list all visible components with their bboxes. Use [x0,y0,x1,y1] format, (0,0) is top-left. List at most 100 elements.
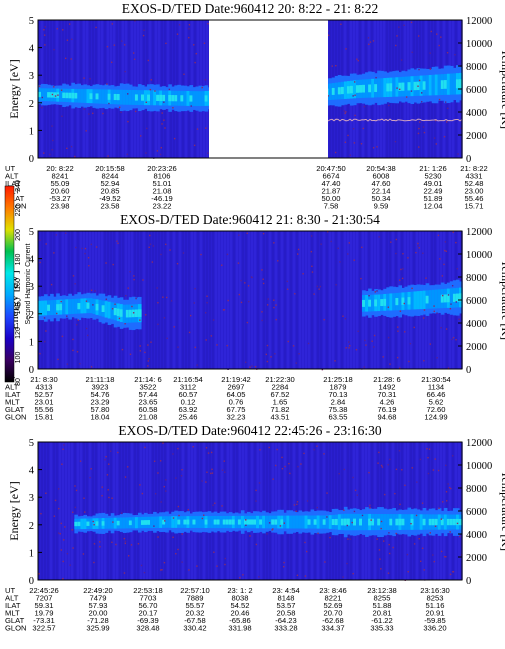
band-mid [295,515,300,529]
band-mid [122,517,127,529]
streak [146,231,148,369]
speckle [143,571,146,574]
streak [206,442,208,580]
streak [224,231,226,369]
speckle [316,445,318,447]
table-cell: 4331 [466,172,483,181]
speckle [420,560,422,563]
band-mid [107,301,112,319]
band-core [389,518,393,526]
streak [38,442,40,580]
band-mid [128,89,133,105]
table-row-label: ALT [5,594,19,603]
band-core [162,519,166,525]
speckle [204,79,207,81]
streak [218,442,220,580]
band-core [95,521,100,526]
streak [338,231,340,369]
speckle [133,58,136,60]
table-cell: 8148 [278,594,295,603]
speckle [449,573,452,576]
speckle [317,532,319,535]
speckle [446,52,449,54]
speckle [399,279,401,281]
speckle [238,293,241,296]
speckle [144,446,146,449]
speckle [201,86,203,89]
speckle [353,259,355,261]
speckle [129,353,132,355]
table-row-label: GLAT [5,405,25,414]
band-mid [177,90,181,106]
band-mid [395,77,399,97]
band-core [458,293,463,302]
speckle [334,360,336,362]
speckle [376,146,378,148]
y-tick-label: 1 [29,548,34,559]
table-cell: 55.09 [50,179,69,188]
band-mid [104,89,109,104]
speckle [188,24,191,26]
speckle [149,88,152,91]
band-mid [404,76,409,97]
speckle [39,261,41,264]
speckle [397,326,399,328]
streak [251,442,253,580]
band-core [362,84,366,93]
band-mid [92,89,97,104]
streak [320,231,322,369]
band-core [455,518,460,526]
streak [293,442,295,580]
speckle [402,253,404,255]
table-cell: -67.58 [184,616,206,625]
band-mid [183,90,187,106]
speckle [297,465,299,468]
table-cell: 1492 [379,383,396,392]
band-core [213,519,218,525]
table-cell: 23.98 [50,202,69,211]
table-cell: -62.68 [322,616,344,625]
speckle [183,73,185,75]
band-core [440,294,445,303]
speckle [408,360,410,363]
speckle [124,476,127,478]
speckle [334,151,337,154]
streak [308,231,310,369]
table-cell: 21:19:42 [221,375,251,384]
table-cell: 94.68 [377,413,396,422]
band-core [128,309,133,318]
table-cell: 64.05 [226,390,245,399]
streak [149,442,151,580]
table-cell: 21:25:18 [323,375,353,384]
speckle [422,126,425,128]
band-mid [186,90,191,106]
streak [125,442,127,580]
speckle [346,524,349,527]
speckle [120,512,123,514]
table-cell: 32.23 [226,413,245,422]
table-cell: 6674 [323,172,340,181]
table-cell: 25.46 [178,413,197,422]
speckle [415,251,417,254]
y-tick-label: 5 [29,438,34,449]
streak [290,231,292,369]
band-core [89,93,94,100]
band-mid [134,517,139,529]
speckle [330,240,332,243]
speckle [418,538,420,540]
speckle [194,61,196,64]
streak [200,442,202,580]
speckle [76,323,78,326]
speckle [166,296,168,299]
band-core [137,309,142,317]
speckle [302,273,304,275]
speckle [370,519,372,521]
speckle [456,522,459,525]
speckle [283,561,285,564]
speckle [125,294,127,297]
streak [179,442,181,580]
band-mid [98,89,103,104]
speckle [93,524,95,526]
speckle [43,317,46,319]
speckle [161,123,163,125]
